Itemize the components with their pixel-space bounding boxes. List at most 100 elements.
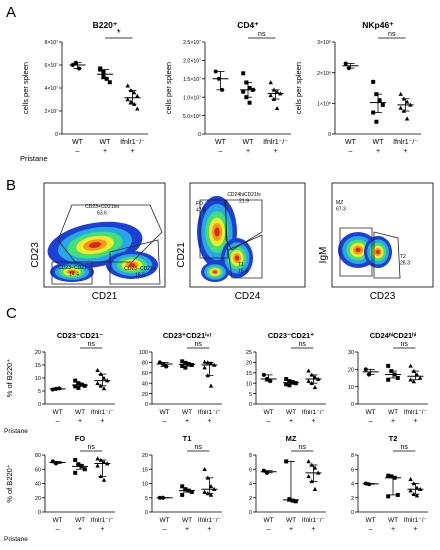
data-point (82, 383, 87, 388)
data-point (306, 368, 311, 373)
y-axis-label: cells per spleen (164, 62, 173, 114)
chart-title: CD4⁺ (237, 20, 259, 30)
pristane-sign: + (311, 526, 315, 533)
x-group-label: Ifnlr1⁻/⁻ (198, 517, 222, 524)
density-region (128, 263, 136, 267)
data-point (208, 361, 214, 366)
data-point (274, 105, 280, 111)
pristane-sign: + (273, 148, 277, 155)
y-tick-label: 10 (246, 381, 252, 387)
x-group-label: Ifnlr1⁻/⁻ (302, 517, 326, 524)
gate (109, 239, 161, 285)
data-point (180, 492, 185, 497)
data-point (180, 359, 185, 364)
pristane-sign: + (207, 526, 211, 533)
pristane-sign: + (413, 418, 417, 425)
data-point (202, 365, 207, 370)
data-point (404, 99, 410, 104)
y-tick-label: 20 (35, 496, 41, 502)
data-point (101, 375, 107, 380)
x-group-label: WT (100, 139, 112, 146)
data-point (363, 367, 368, 372)
data-point (135, 106, 140, 111)
data-point (265, 377, 269, 382)
data-point (380, 102, 385, 107)
significance-label: ns (258, 31, 266, 38)
significance-label: ns (87, 444, 95, 451)
data-point (205, 373, 210, 378)
data-point (309, 372, 314, 377)
pristane-sign: – (349, 148, 353, 155)
dot-plot: 0 20 40 60 80 FO % of B220⁺ ns WT – WT + Ifnlr1⁻/⁻ + (5, 434, 115, 533)
data-point (386, 494, 391, 499)
data-point (244, 80, 249, 85)
data-point (261, 468, 266, 473)
gate-label: 16.4 (238, 269, 248, 275)
y-tick-label: 80 (142, 361, 148, 367)
data-point (183, 487, 188, 492)
pristane-sign: + (311, 418, 315, 425)
data-point (128, 88, 134, 93)
data-point (312, 385, 318, 390)
data-point (284, 377, 289, 382)
data-point (346, 66, 351, 71)
pristane-sign: + (391, 418, 395, 425)
pristane-sign: + (246, 148, 250, 155)
gate-label: 21.9 (239, 199, 249, 205)
data-point (312, 465, 318, 470)
y-tick-label: 0 (328, 132, 331, 138)
data-point (247, 100, 252, 105)
data-point (73, 378, 78, 383)
chart-title: CD24ʰⁱCD21ʰⁱ (370, 330, 417, 340)
pristane-sign: + (403, 148, 407, 155)
data-point (164, 364, 169, 369)
data-point (202, 489, 207, 494)
data-point (202, 466, 207, 472)
y-tick-label: 1.5×10⁷ (183, 77, 201, 83)
data-point (367, 372, 371, 377)
x-group-label: WT (75, 517, 85, 524)
significance-label: ns (388, 31, 396, 38)
data-point (411, 368, 416, 373)
data-point (418, 486, 423, 491)
data-point (306, 474, 311, 479)
y-tick-label: 0 (38, 510, 41, 516)
data-point (411, 491, 416, 496)
x-group-label: WT (388, 409, 398, 416)
data-point (293, 499, 298, 504)
y-tick-label: 3×10⁶ (317, 40, 331, 46)
data-point (316, 376, 321, 381)
data-point (50, 387, 55, 392)
data-point (241, 71, 246, 76)
data-point (309, 380, 314, 385)
panel-label-b: B (6, 177, 16, 194)
data-point (101, 386, 107, 391)
data-point (189, 363, 194, 367)
data-point (50, 459, 55, 464)
pristane-sign: – (369, 418, 373, 425)
x-group-label: WT (264, 517, 274, 524)
data-point (386, 377, 391, 382)
pristane-sign: + (78, 526, 82, 533)
x-group-label: WT (345, 139, 357, 146)
pristane-sign: + (103, 148, 107, 155)
data-point (82, 467, 87, 472)
data-point (186, 488, 191, 493)
data-point (208, 492, 214, 497)
data-point (98, 371, 103, 376)
y-tick-label: 10 (348, 385, 354, 391)
gate (227, 234, 263, 279)
density-region (376, 249, 380, 255)
data-point (161, 361, 165, 366)
gate-label: 28.3 (400, 261, 410, 267)
y-tick-label: 40 (142, 381, 148, 387)
data-point (268, 93, 273, 98)
data-point (104, 76, 109, 81)
data-point (101, 477, 107, 482)
data-point (131, 90, 137, 95)
y-tick-label: 5 (38, 389, 41, 395)
data-point (404, 116, 410, 121)
y-tick-label: 6 (351, 467, 354, 473)
